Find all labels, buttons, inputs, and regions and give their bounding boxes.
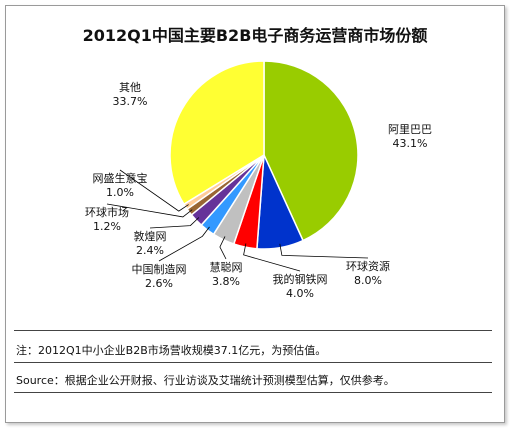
leader-line-3	[243, 243, 301, 272]
source-note: Source：根据企业公开财报、行业访谈及艾瑞统计预测模型估算，仅供参考。	[16, 374, 395, 387]
slice-label-value-5: 2.6%	[145, 277, 173, 290]
leader-line-8	[119, 169, 189, 212]
footnote: 注：2012Q1中小企业B2B市场营收规模37.1亿元，为预估值。	[16, 344, 327, 357]
leader-line-4	[219, 236, 227, 260]
slice-label-value-7: 1.2%	[93, 220, 121, 233]
slice-label-name-4: 慧聪网	[210, 260, 243, 274]
leader-line-7	[106, 203, 193, 218]
divider-top	[14, 330, 492, 331]
slice-label-name-7: 环球市场	[85, 205, 129, 219]
slice-label-value-8: 1.0%	[106, 186, 134, 199]
leader-line-2	[279, 243, 369, 259]
pie-slice-1	[263, 60, 359, 242]
slice-label-value-1: 43.1%	[393, 137, 428, 150]
slice-label-name-9: 其他	[119, 81, 141, 94]
leader-line-6	[149, 217, 200, 229]
chart-title: 2012Q1中国主要B2B电子商务运营商市场份额	[82, 26, 428, 45]
slice-label-name-6: 敦煌网	[134, 229, 167, 243]
slice-label-value-6: 2.4%	[136, 244, 164, 257]
slice-label-value-2: 8.0%	[354, 274, 382, 287]
slice-label-value-4: 3.8%	[212, 275, 240, 288]
slice-label-name-1: 阿里巴巴	[388, 123, 432, 136]
slice-label-value-9: 33.7%	[113, 95, 148, 108]
slice-label-name-8: 网盛生意宝	[93, 171, 148, 185]
pie-slice-9	[169, 60, 265, 206]
divider-bottom	[14, 392, 492, 393]
slice-label-name-5: 中国制造网	[132, 262, 187, 276]
leader-line-5	[158, 226, 210, 262]
slice-label-value-3: 4.0%	[286, 287, 314, 300]
slice-label-name-2: 环球资源	[346, 259, 390, 273]
divider-middle	[14, 362, 492, 363]
slice-label-name-3: 我的钢铁网	[273, 272, 328, 286]
